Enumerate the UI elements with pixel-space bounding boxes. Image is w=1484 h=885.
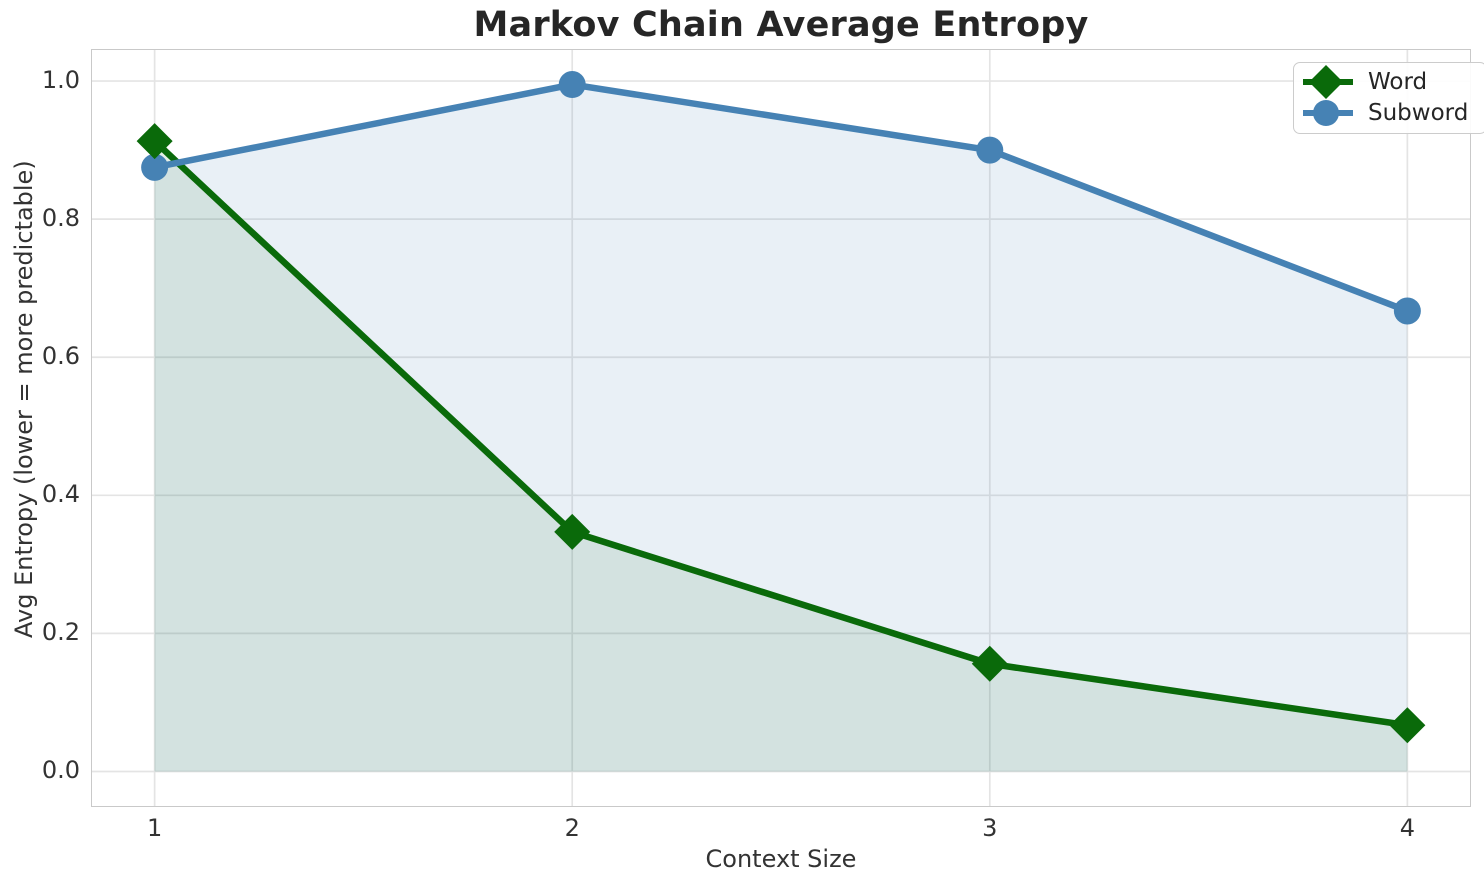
legend: Word Subword [1293, 62, 1484, 134]
word-line [152, 138, 1408, 729]
legend-item-word: Word [1302, 64, 1468, 99]
x-tick-label: 3 [982, 814, 998, 842]
y-tick-label: 0.6 [41, 342, 80, 371]
x-tick-label: 2 [564, 814, 580, 842]
word-marker [971, 645, 1008, 682]
y-tick-label: 0.8 [41, 204, 80, 233]
word-marker [1389, 707, 1426, 744]
x-axis-label: Context Size [705, 845, 857, 873]
word-area-fill [154, 141, 1408, 772]
subword-marker [976, 136, 1004, 164]
legend-item-subword: Subword [1302, 97, 1468, 128]
y-tick-label: 0.2 [41, 618, 80, 647]
chart-title: Markov Chain Average Entropy [473, 5, 1089, 45]
subword-line [154, 81, 1409, 315]
x-tick-label: 1 [146, 814, 163, 842]
subword-marker [558, 71, 586, 99]
y-axis-label: Avg Entropy (lower = more predictable) [10, 160, 38, 638]
subword-marker [1393, 297, 1421, 325]
legend-label: Word [1368, 68, 1428, 95]
word-marker [554, 513, 591, 550]
y-tick-label: 1.0 [41, 66, 80, 95]
chart-canvas [92, 50, 1470, 806]
y-tick-label: 0.4 [41, 480, 80, 509]
x-tick-label: 4 [1399, 814, 1415, 842]
word-marker [136, 123, 173, 160]
subword-circle-icon [1303, 99, 1353, 126]
subword-area-fill [154, 84, 1408, 772]
y-tick-label: 0.0 [41, 756, 80, 785]
subword-marker [141, 153, 169, 181]
plot-area [91, 49, 1471, 807]
legend-label: Subword [1368, 99, 1469, 126]
word-diamond-icon [1303, 64, 1353, 99]
